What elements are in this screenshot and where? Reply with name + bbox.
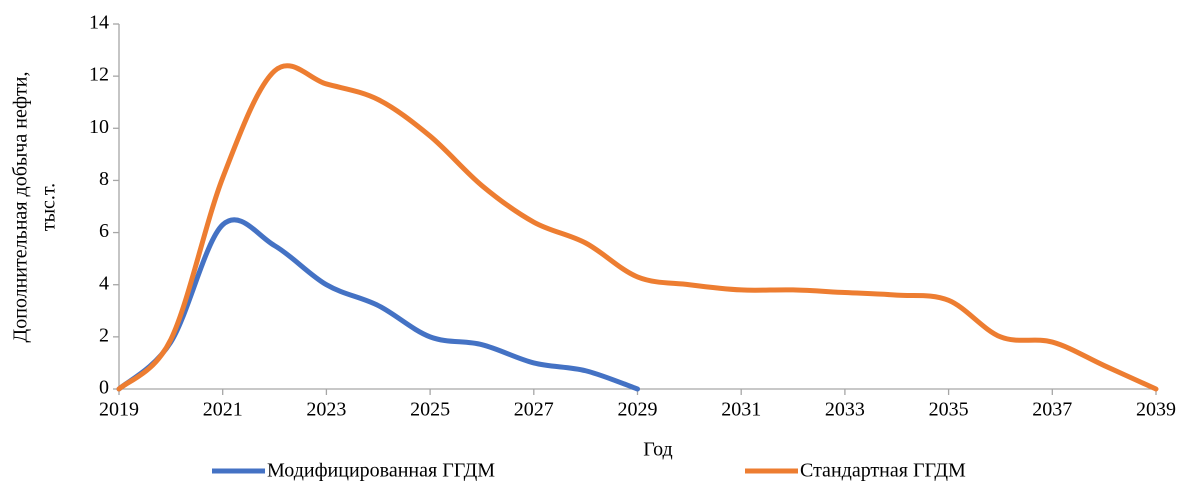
series-line bbox=[116, 217, 640, 392]
x-tick-label: 2025 bbox=[410, 399, 450, 421]
x-tick-label: 2027 bbox=[514, 399, 554, 421]
y-axis-label: тыс.т. bbox=[38, 183, 60, 231]
y-axis-label: Дополнительная добыча нефти, bbox=[10, 72, 32, 343]
legend-label: Модифицированная ГГДМ bbox=[267, 460, 495, 482]
x-tick-label: 2019 bbox=[99, 399, 139, 421]
y-tick-label: 4 bbox=[99, 272, 109, 294]
legend-label: Стандартная ГГДМ bbox=[800, 460, 966, 482]
x-tick-label: 2031 bbox=[721, 399, 761, 421]
y-tick-label: 14 bbox=[89, 12, 109, 34]
x-axis-label: Год bbox=[643, 439, 672, 461]
y-tick-label: 10 bbox=[89, 116, 109, 138]
x-tick-label: 2035 bbox=[929, 399, 969, 421]
series-line bbox=[116, 63, 1159, 392]
x-tick-label: 2039 bbox=[1136, 399, 1176, 421]
y-tick-label: 12 bbox=[89, 64, 109, 86]
x-tick-label: 2037 bbox=[1032, 399, 1072, 421]
x-tick-label: 2033 bbox=[825, 399, 865, 421]
y-tick-label: 2 bbox=[99, 324, 109, 346]
x-tick-label: 2029 bbox=[618, 399, 658, 421]
y-tick-label: 8 bbox=[99, 168, 109, 190]
y-tick-label: 6 bbox=[99, 220, 109, 242]
x-tick-label: 2023 bbox=[306, 399, 346, 421]
x-tick-label: 2021 bbox=[203, 399, 243, 421]
y-tick-label: 0 bbox=[99, 377, 109, 399]
